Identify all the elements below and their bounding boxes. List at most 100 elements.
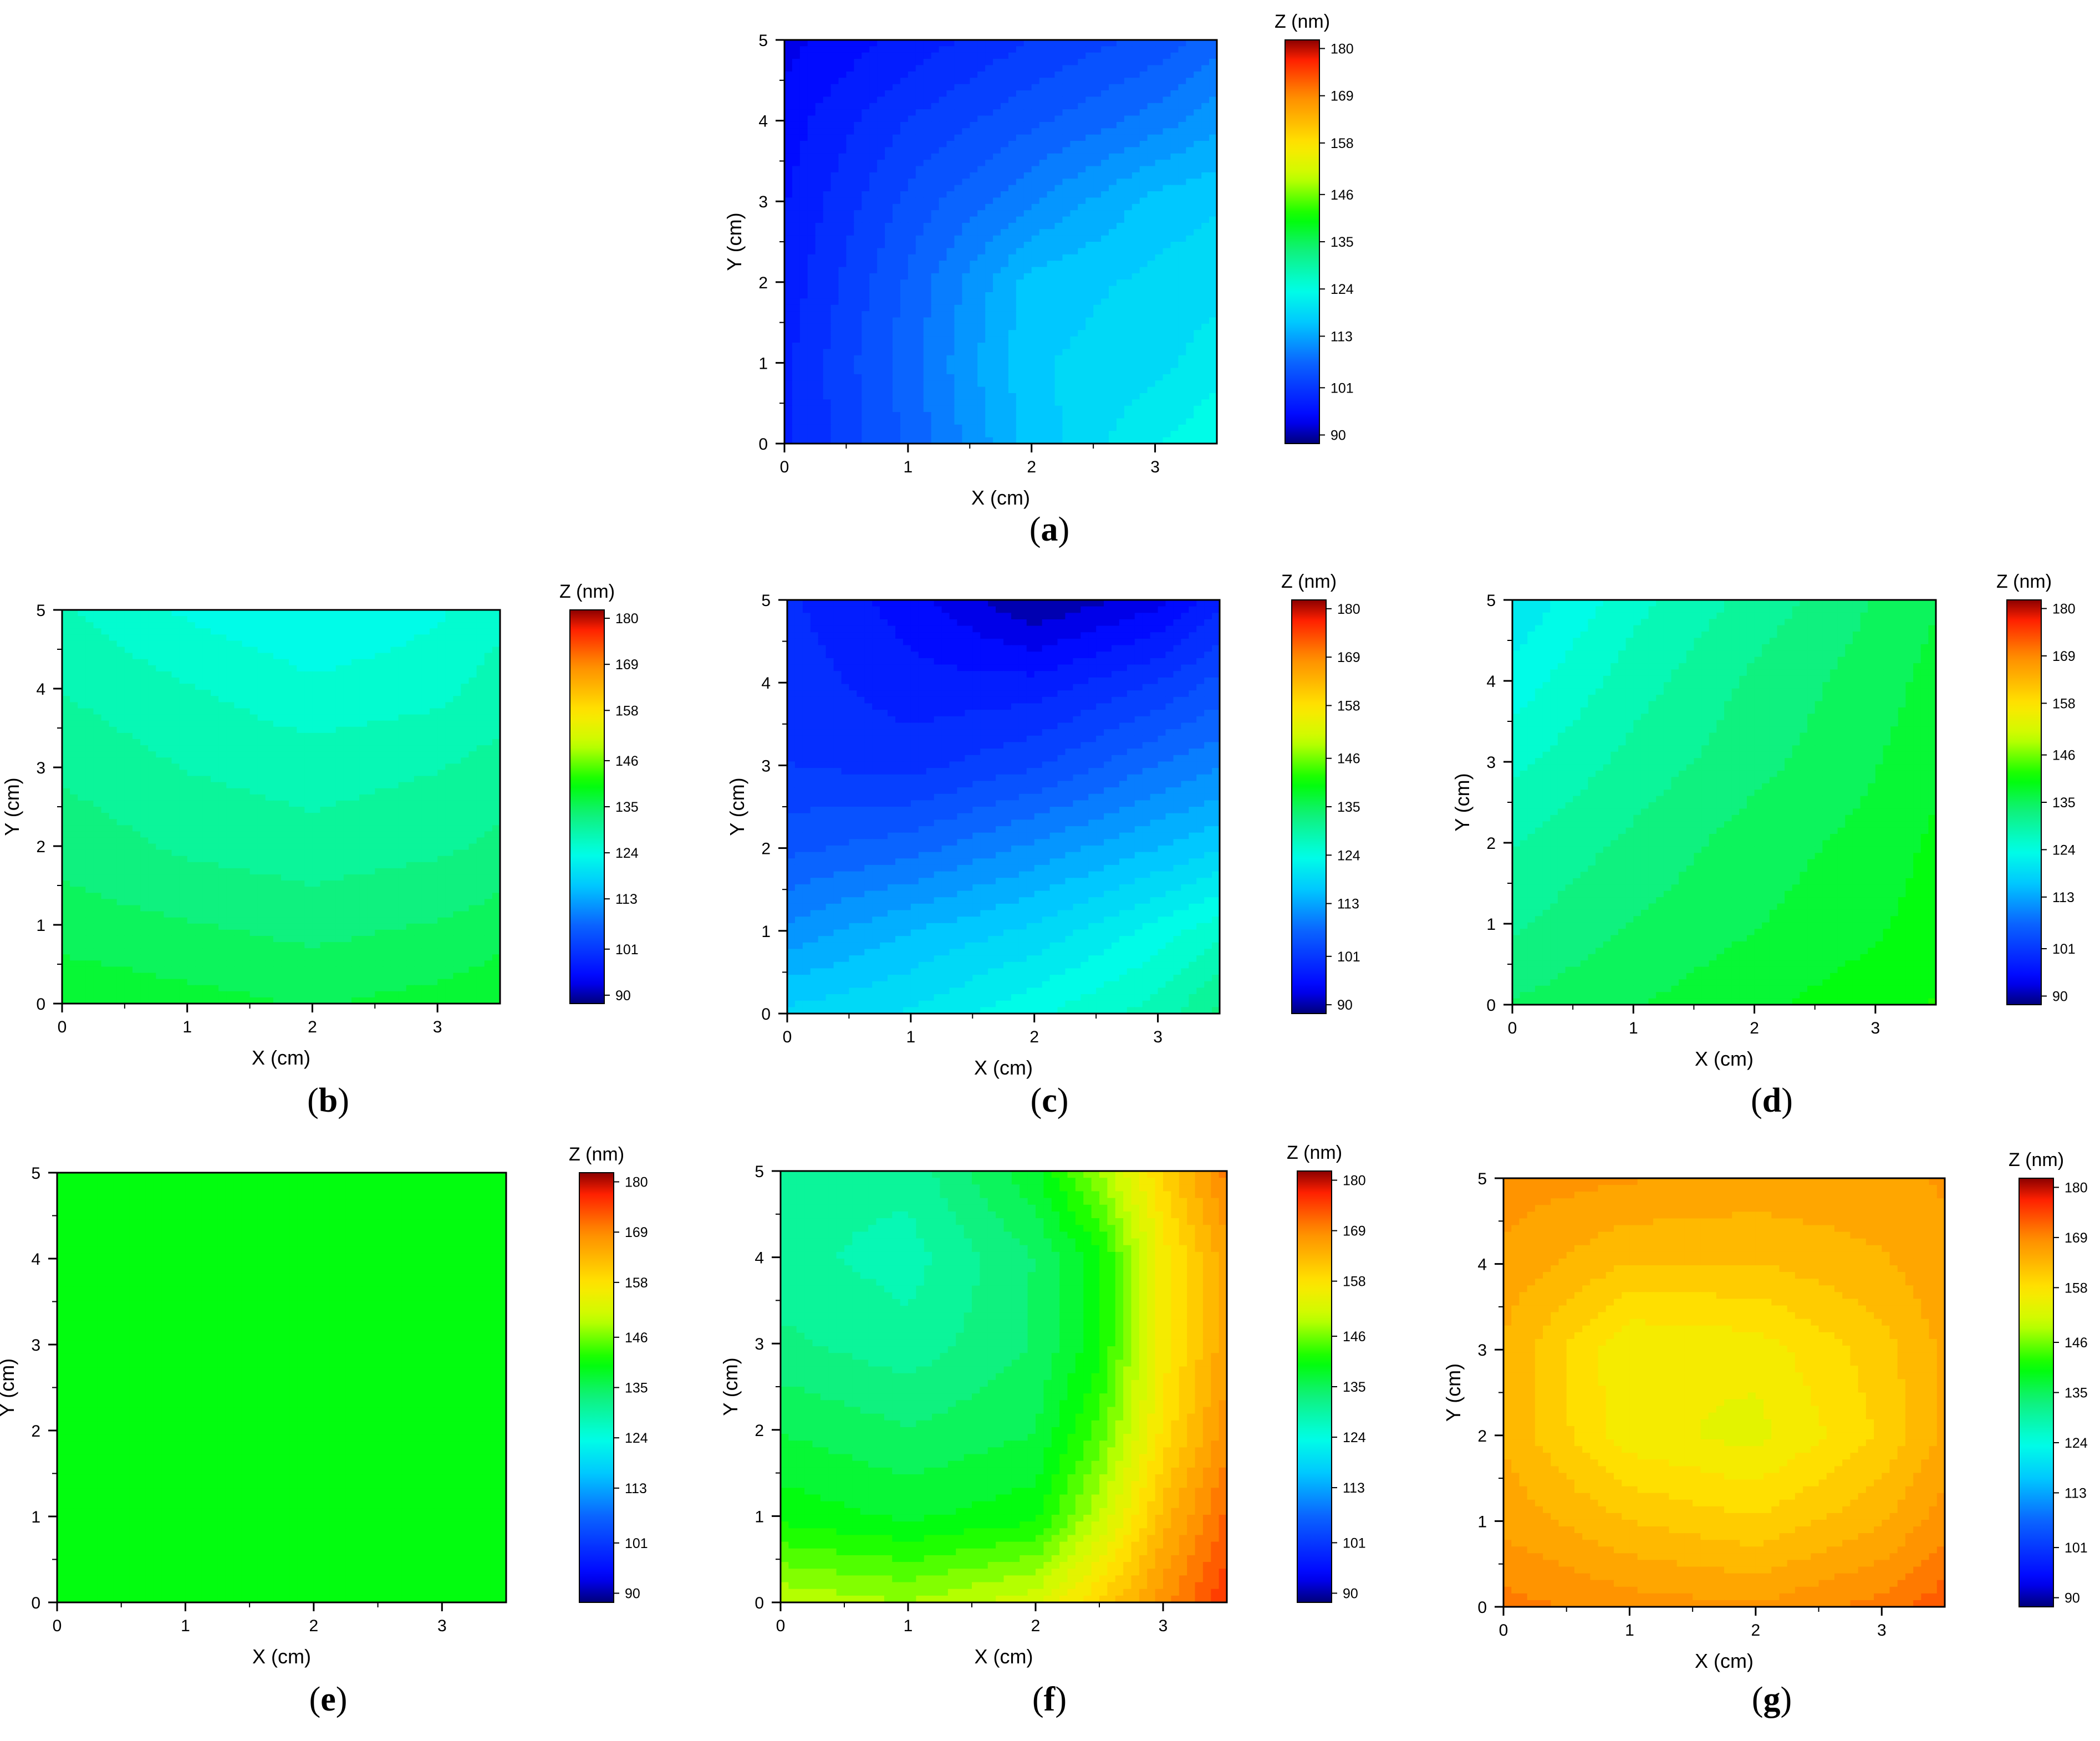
heatmap-cell (1039, 78, 1048, 85)
heatmap-cell (312, 665, 321, 672)
heatmap-cell (931, 160, 940, 167)
heatmap-cell (1085, 380, 1094, 388)
heatmap-cell (398, 610, 407, 617)
heatmap-cell (869, 437, 878, 444)
heatmap-cell (1116, 222, 1125, 230)
heatmap-cell (962, 203, 971, 211)
heatmap-cell (1170, 368, 1179, 375)
heatmap-cell (62, 653, 70, 660)
heatmap-cell (1116, 292, 1125, 299)
heatmap-cell (1155, 412, 1164, 419)
heatmap-cell (1109, 52, 1117, 59)
heatmap-cell (1147, 191, 1156, 198)
heatmap-cell (908, 96, 916, 104)
heatmap-cell (1201, 235, 1210, 242)
heatmap-cell (359, 616, 368, 623)
heatmap-cell (915, 304, 924, 312)
heatmap-cell (807, 412, 816, 419)
heatmap-cell (792, 191, 801, 198)
heatmap-cell (846, 273, 855, 281)
heatmap-cell (1131, 405, 1140, 413)
heatmap-cell (885, 242, 893, 249)
heatmap-cell (1186, 90, 1195, 98)
heatmap-cell (1101, 229, 1109, 236)
heatmap-cell (931, 115, 940, 123)
heatmap-cell (335, 616, 344, 623)
heatmap-cell (993, 368, 1001, 375)
heatmap-cell (1201, 424, 1210, 432)
heatmap-cell (1147, 412, 1156, 419)
heatmap-cell (398, 628, 407, 635)
heatmap-cell (869, 304, 878, 312)
heatmap-cell (1186, 380, 1195, 388)
heatmap-cell (1047, 254, 1056, 261)
heatmap-cell (823, 52, 832, 59)
heatmap-cell (846, 292, 855, 299)
heatmap-cell (234, 684, 243, 691)
heatmap-cell (900, 179, 909, 186)
heatmap-cell (156, 720, 165, 727)
heatmap-cell (1008, 115, 1017, 123)
heatmap-cell (869, 147, 878, 154)
heatmap-cell (1016, 222, 1024, 230)
heatmap-cell (799, 59, 808, 66)
heatmap-cell (1109, 65, 1117, 72)
heatmap-cell (1039, 210, 1048, 217)
heatmap-cell (792, 52, 801, 59)
heatmap-cell (1186, 323, 1195, 331)
heatmap-cell (1023, 242, 1032, 249)
heatmap-cell (1093, 336, 1102, 343)
heatmap-cell (132, 640, 141, 648)
heatmap-cell (846, 197, 855, 205)
heatmap-cell (862, 222, 870, 230)
heatmap-cell (1085, 52, 1094, 59)
heatmap-cell (1194, 103, 1202, 110)
heatmap-cell (437, 739, 446, 746)
heatmap-cell (164, 690, 172, 697)
heatmap-cell (1163, 362, 1171, 369)
heatmap-cell (1085, 147, 1094, 154)
heatmap-cell (1178, 197, 1187, 205)
heatmap-cell (1039, 109, 1048, 116)
heatmap-cell (1031, 355, 1040, 362)
heatmap-cell (1109, 330, 1117, 337)
heatmap-cell (1209, 298, 1217, 306)
heatmap-cell (908, 424, 916, 432)
heatmap-cell (1078, 65, 1087, 72)
heatmap-cell (320, 751, 329, 758)
heatmap-cell (846, 412, 855, 419)
heatmap-cell (109, 745, 118, 752)
heatmap-cell (893, 323, 901, 331)
heatmap-cell (1124, 229, 1133, 236)
heatmap-cell (993, 248, 1001, 255)
heatmap-cell (908, 298, 916, 306)
heatmap-cell (1124, 343, 1133, 350)
heatmap-cell (1101, 336, 1109, 343)
heatmap-cell (1016, 261, 1024, 268)
heatmap-cell (1093, 412, 1102, 419)
heatmap-cell (1047, 166, 1056, 173)
heatmap-cell (1001, 210, 1009, 217)
heatmap-cell (1023, 279, 1032, 287)
heatmap-cell (962, 386, 971, 394)
heatmap-cell (320, 696, 329, 703)
heatmap-cell (390, 708, 399, 715)
heatmap-cell (1163, 355, 1171, 362)
heatmap-cell (939, 128, 947, 135)
heatmap-cell (993, 386, 1001, 394)
heatmap-cell (1139, 115, 1148, 123)
heatmap-cell (784, 166, 793, 173)
heatmap-cell (977, 355, 986, 362)
heatmap-cell (1124, 418, 1133, 425)
heatmap-cell (954, 40, 963, 47)
heatmap-cell (885, 349, 893, 356)
heatmap-cell (815, 355, 824, 362)
heatmap-cell (815, 362, 824, 369)
heatmap-cell (1178, 349, 1187, 356)
heatmap-cell (784, 362, 793, 369)
heatmap-cell (93, 751, 102, 758)
heatmap-cell (1178, 96, 1187, 104)
heatmap-cell (838, 141, 847, 148)
heatmap-cell (116, 616, 125, 623)
heatmap-cell (1194, 273, 1202, 281)
